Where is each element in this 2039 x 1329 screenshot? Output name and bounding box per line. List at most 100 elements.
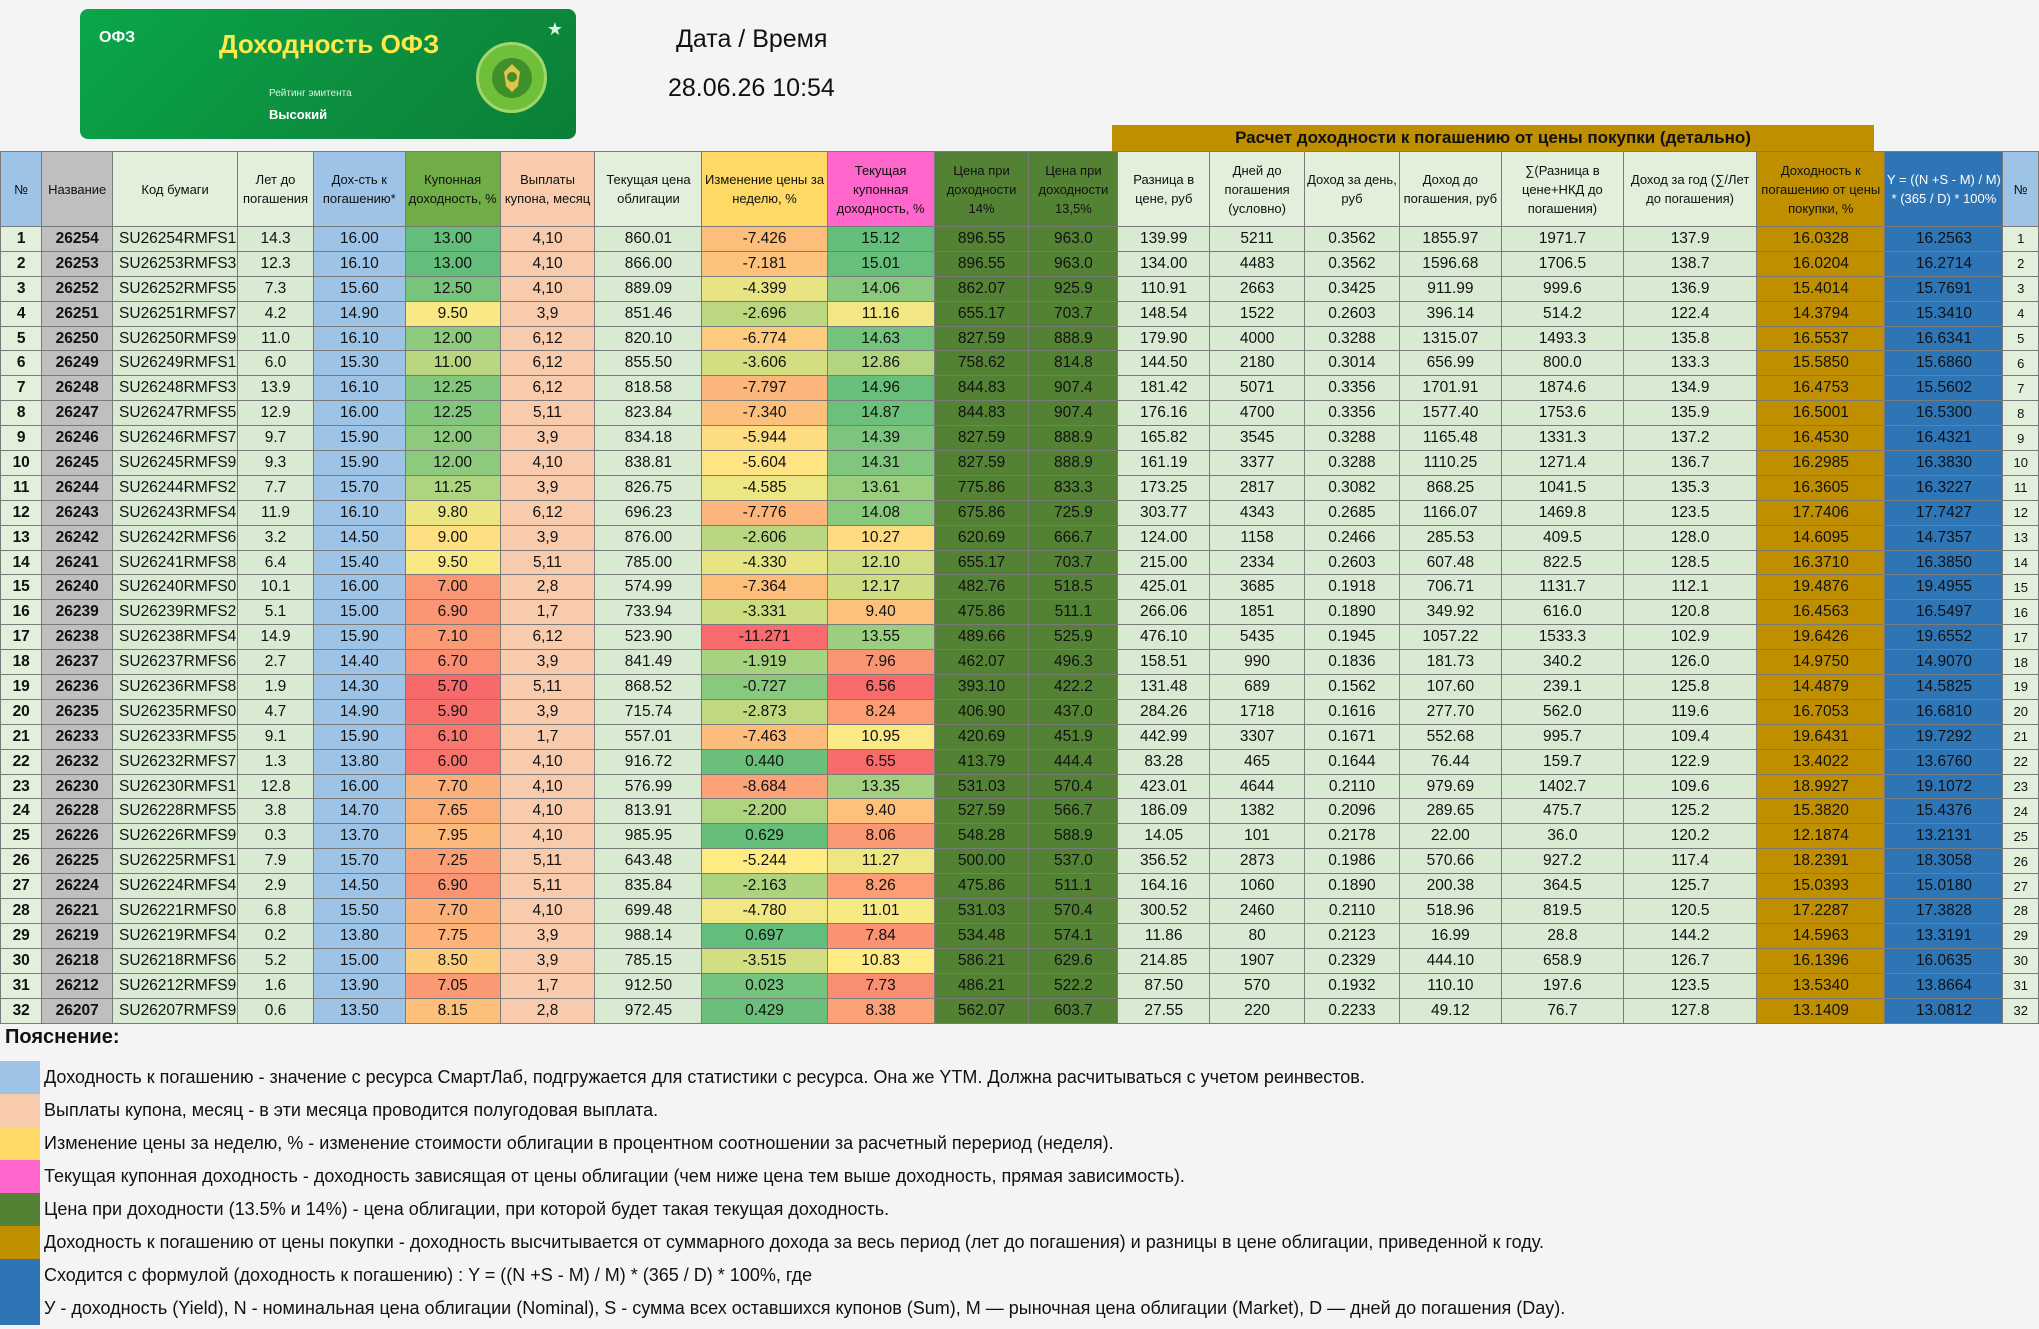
table-cell: 13.2131 [1884, 823, 2004, 850]
table-cell: 102.9 [1622, 624, 1758, 651]
table-cell: 1060 [1209, 873, 1306, 900]
table-cell: 80 [1209, 922, 1306, 949]
table-cell: 9.1 [237, 723, 314, 750]
table-cell: 3,9 [499, 698, 596, 725]
table-cell: 12 [2002, 499, 2039, 526]
table-cell: SU26245RMFS9 [112, 450, 239, 476]
table-cell: 1 [0, 226, 43, 252]
table-cell: 14.50 [312, 873, 406, 900]
table-cell: 1.6 [237, 972, 314, 999]
table-cell: 158.51 [1117, 649, 1211, 676]
table-cell: 3,9 [499, 649, 596, 676]
table-cell: 425.01 [1117, 574, 1211, 601]
table-row: 25 26226 SU26226RMFS9 0.3 13.70 7.95 4,10 985.9… [0, 823, 2039, 850]
table-cell: 12.10 [826, 549, 935, 576]
table-cell: 9.3 [237, 450, 314, 476]
table-cell: 26242 [41, 524, 114, 551]
table-row: 3 26252 SU26252RMFS5 7.3 15.60 12.50 4,10 889.0… [0, 275, 2039, 302]
table-cell: 813.91 [594, 798, 703, 825]
table-cell: 137.9 [1622, 226, 1758, 252]
table-cell: 6,12 [499, 350, 596, 377]
table-cell: -11.271 [701, 624, 828, 651]
table-cell: 32 [0, 997, 43, 1024]
table-cell: 818.58 [594, 375, 703, 402]
table-cell: 16.0204 [1756, 250, 1886, 277]
table-cell: 0.1644 [1304, 748, 1400, 775]
table-cell: 15.90 [312, 723, 406, 750]
table-cell: 13.61 [826, 474, 935, 501]
table-cell: SU26219RMFS4 [112, 922, 239, 949]
table-cell: 29 [2002, 922, 2039, 949]
table-cell: 284.26 [1117, 698, 1211, 725]
col-header: Текущая купонная доходность, % [826, 151, 935, 227]
table-cell: 12.25 [404, 400, 501, 427]
table-cell: 30 [2002, 947, 2039, 974]
table-cell: 6.55 [826, 748, 935, 775]
table-cell: 197.6 [1500, 972, 1624, 999]
table-cell: 15.4376 [1884, 798, 2004, 825]
table-cell: 16.5537 [1756, 325, 1886, 352]
col-header: Купонная доходность, % [404, 151, 501, 227]
table-cell: 999.6 [1500, 275, 1624, 302]
table-cell: 12.00 [404, 325, 501, 352]
table-cell: 666.7 [1028, 524, 1119, 551]
table-cell: 0.3288 [1304, 325, 1400, 352]
table-cell: 868.25 [1398, 474, 1502, 501]
table-cell: 16.1396 [1756, 947, 1886, 974]
table-cell: 0.2233 [1304, 997, 1400, 1024]
table-cell: 11.27 [826, 848, 935, 875]
note-text: Текущая купонная доходность - доходность… [44, 1166, 1185, 1186]
table-cell: 27 [2002, 873, 2039, 900]
table-cell: 5.90 [404, 698, 501, 725]
ofz-banner: ОФЗ Доходность ОФЗ Рейтинг эмитента Высо… [80, 9, 576, 139]
table-cell: 500.00 [933, 848, 1030, 875]
table-cell: -6.774 [701, 325, 828, 352]
table-cell: 19.1072 [1884, 773, 2004, 800]
table-cell: 12.17 [826, 574, 935, 601]
table-cell: 5,11 [499, 674, 596, 700]
col-header: Текущая цена облигации [594, 151, 703, 227]
table-row: 24 26228 SU26228RMFS5 3.8 14.70 7.65 4,10 813.9… [0, 798, 2039, 825]
table-cell: 4,10 [499, 748, 596, 775]
table-cell: 7.9 [237, 848, 314, 875]
col-header: Дней до погашения (условно) [1209, 151, 1306, 227]
table-cell: 5.2 [237, 947, 314, 974]
table-cell: 0.1562 [1304, 674, 1400, 700]
table-cell: 15.7691 [1884, 275, 2004, 302]
table-cell: 2,8 [499, 997, 596, 1024]
table-cell: 451.9 [1028, 723, 1119, 750]
table-cell: 888.9 [1028, 450, 1119, 476]
color-swatch [0, 1094, 40, 1127]
table-cell: 0.2466 [1304, 524, 1400, 551]
color-swatch [0, 1160, 40, 1193]
table-cell: 15.5850 [1756, 350, 1886, 377]
table-row: 22 26232 SU26232RMFS7 1.3 13.80 6.00 4,10 916.7… [0, 748, 2039, 775]
table-cell: 570.4 [1028, 773, 1119, 800]
table-cell: 19.4955 [1884, 574, 2004, 601]
table-cell: 13.4022 [1756, 748, 1886, 775]
table-cell: 19.4876 [1756, 574, 1886, 601]
table-cell: 896.55 [933, 250, 1030, 277]
table-cell: 300.52 [1117, 898, 1211, 924]
table-cell: 1402.7 [1500, 773, 1624, 800]
table-cell: -2.200 [701, 798, 828, 825]
table-cell: 10.27 [826, 524, 935, 551]
table-cell: 26224 [41, 873, 114, 900]
table-cell: 349.92 [1398, 599, 1502, 626]
table-cell: 4000 [1209, 325, 1306, 352]
table-cell: 125.2 [1622, 798, 1758, 825]
table-cell: 13.3191 [1884, 922, 2004, 949]
table-cell: 24 [2002, 798, 2039, 825]
table-cell: 16.00 [312, 574, 406, 601]
table-cell: 135.9 [1622, 400, 1758, 427]
note-item: Доходность к погашению от цены покупки -… [0, 1226, 2039, 1259]
table-cell: 841.49 [594, 649, 703, 676]
table-cell: 22.00 [1398, 823, 1502, 850]
table-cell: 862.07 [933, 275, 1030, 302]
table-cell: 13.35 [826, 773, 935, 800]
table-cell: 186.09 [1117, 798, 1211, 825]
table-cell: 0.2123 [1304, 922, 1400, 949]
col-header: Цена при доходности 13,5% [1028, 151, 1119, 227]
table-cell: -5.604 [701, 450, 828, 476]
table-cell: SU26241RMFS8 [112, 549, 239, 576]
